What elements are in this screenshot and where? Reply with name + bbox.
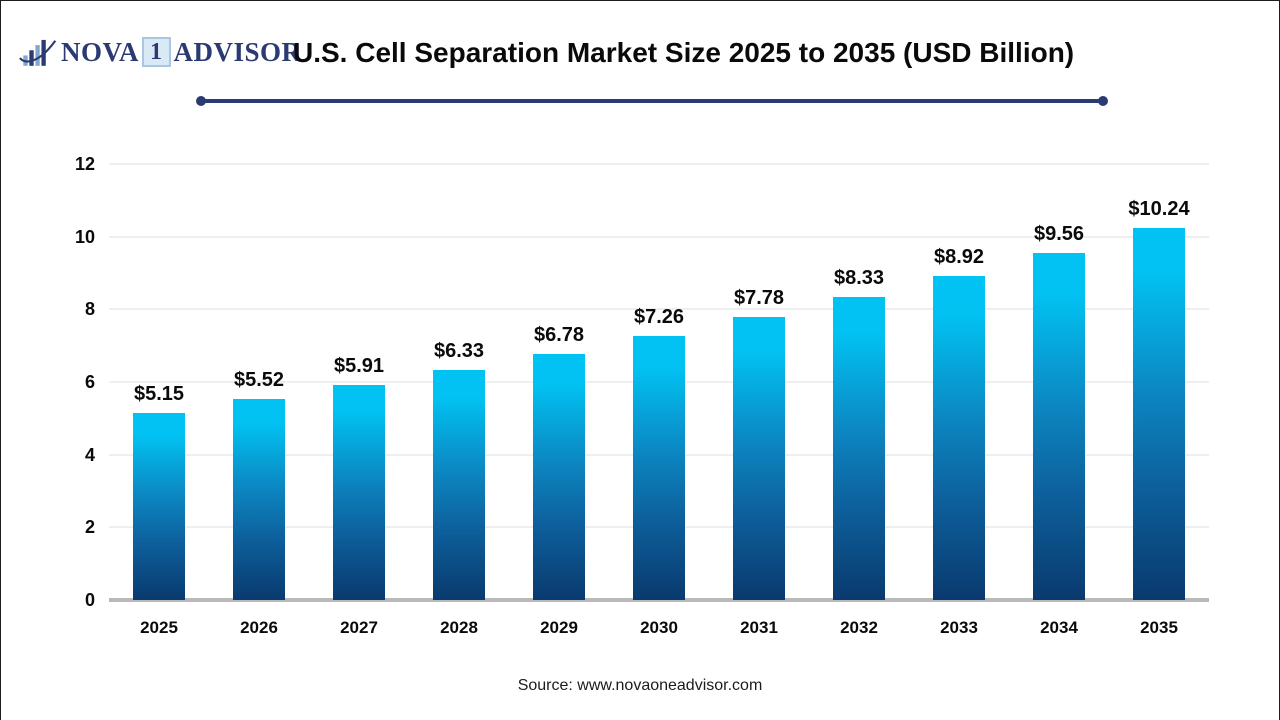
y-tick-label: 6 [84,372,95,392]
bar-value-label: $7.78 [733,287,785,310]
bar [633,336,685,600]
x-tick-label: 2026 [240,618,278,637]
bar-slot: $6.78 [509,164,609,600]
x-tick-label: 2033 [940,618,978,637]
bar-value-label: $6.78 [533,323,585,346]
bar-slot: $7.26 [609,164,709,600]
bar [233,399,285,600]
plot-area: 0 2 4 6 8 10 12 2025 $5.15 2026 $5.52 2027 $5.91 2028… [75,154,1209,637]
x-tick-label: 2035 [1140,618,1178,637]
bar-value-label: $6.33 [433,340,485,363]
x-tick-label: 2032 [840,618,878,637]
bar-slot: $7.78 [709,164,809,600]
bar [533,353,585,600]
brand-name-nova: NOVA [61,36,140,67]
x-tick-label: 2028 [440,618,478,637]
x-axis-line [109,598,1209,602]
gridline [109,308,1209,311]
source-note: Source: www.novaoneadvisor.com [517,677,763,694]
bar-slot: $5.52 [209,164,309,600]
bar [1133,227,1185,600]
bar [433,370,485,600]
bar-value-label: $9.56 [1033,222,1085,245]
y-tick-label: 4 [84,444,95,465]
bar-slot: $8.33 [809,164,909,600]
x-tick-label: 2029 [540,618,578,637]
bar-slot: $5.15 [109,164,209,600]
bar-value-label: $5.91 [333,355,385,378]
x-tick-label: 2031 [740,618,778,637]
y-tick-label: 10 [74,226,95,247]
x-tick-label: 2025 [140,618,178,637]
brand-logo: NOVA 1 ADVISOR [19,34,302,70]
gridline [109,235,1209,238]
title-underline [196,96,1108,106]
y-tick-label: 8 [84,299,95,320]
bar [833,297,885,600]
brand-name-advisor: ADVISOR [173,36,302,67]
x-tick-label: 2030 [640,618,678,637]
bar [933,275,985,600]
bar-slot: $10.24 [1109,164,1209,600]
x-tick-label: 2034 [1040,618,1078,637]
bar-value-label: $7.26 [633,306,685,329]
bar-chart-swoosh-icon [19,39,57,66]
y-tick-label: 12 [74,154,95,174]
bar-slot: $5.91 [309,164,409,600]
x-tick-label: 2027 [340,618,378,637]
bar-slot: $6.33 [409,164,509,600]
y-tick-label: 2 [84,517,95,538]
bar [133,412,185,600]
bar-value-label: $10.24 [1128,197,1190,220]
brand-badge-one: 1 [142,37,171,67]
bar-value-label: $5.15 [133,382,185,405]
y-tick-label: 0 [84,590,95,610]
bar [733,317,785,600]
bar [333,385,385,600]
bar-slot: $8.92 [909,164,1009,600]
bar-slot: $9.56 [1009,164,1109,600]
gridline [109,163,1209,165]
bar [1033,252,1085,600]
bar-value-label: $5.52 [233,369,285,392]
bar-value-label: $8.33 [833,267,885,290]
bar-value-label: $8.92 [933,245,985,268]
chart-title: U.S. Cell Separation Market Size 2025 to… [293,37,1075,68]
